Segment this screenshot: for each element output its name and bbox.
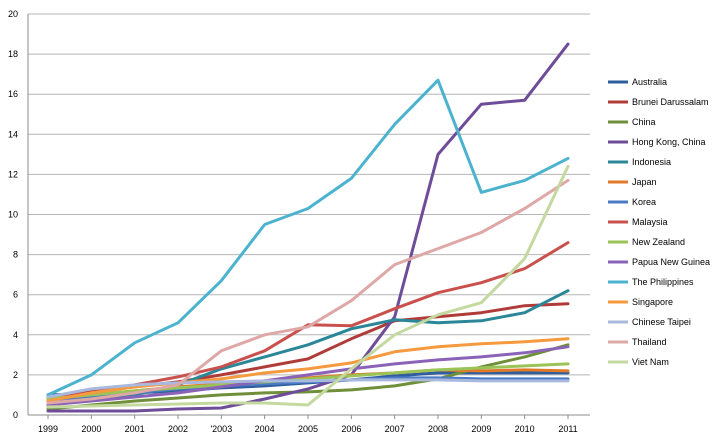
legend: Australia Brunei Darussalam China Hong Kong…	[608, 77, 710, 367]
y-tick-label: 2	[13, 370, 18, 380]
series-line-thailand	[46, 178, 570, 405]
series-line-hong-kong-china	[46, 42, 570, 413]
y-tick-label: 6	[13, 290, 18, 300]
series-line-singapore	[46, 337, 570, 403]
legend-label-thailand: Thailand	[632, 337, 667, 347]
y-tick-label: 14	[8, 129, 18, 139]
x-tick-label: 2008	[428, 424, 448, 434]
x-tick-label: 2009	[471, 424, 491, 434]
x-tick-label: 1999	[38, 424, 58, 434]
y-tick-label: 10	[8, 210, 18, 220]
legend-label-brunei-darussalam: Brunei Darussalam	[632, 97, 709, 107]
series-line-new-zealand	[46, 362, 570, 401]
series-line-viet-nam	[46, 164, 570, 409]
series-line-papua-new-guinea	[46, 345, 570, 407]
legend-label-papua-new-guinea: Papua New Guinea	[632, 257, 710, 267]
x-axis-ticks: 1999 2000 2001 2002 '2003 2004 2005 2006 2007 200…	[38, 415, 578, 434]
legend-label-australia: Australia	[632, 77, 667, 87]
x-tick-label: '2003	[210, 424, 232, 434]
x-tick-label: 2011	[558, 424, 577, 434]
y-tick-label: 0	[13, 410, 18, 420]
legend-label-indonesia: Indonesia	[632, 157, 671, 167]
y-tick-label: 4	[13, 330, 18, 340]
legend-label-hong-kong-china: Hong Kong, China	[632, 137, 706, 147]
series-line-chinese-taipei	[46, 378, 570, 399]
x-tick-label: 2001	[125, 424, 145, 434]
legend-label-korea: Korea	[632, 197, 656, 207]
y-axis-ticks: 0 2 4 6 8 10 12 14 16 18 20	[8, 9, 18, 420]
y-tick-label: 18	[8, 49, 18, 59]
x-tick-label: 2006	[341, 424, 361, 434]
x-tick-label: 2007	[385, 424, 405, 434]
y-tick-label: 20	[8, 9, 18, 19]
series-lines	[46, 42, 570, 413]
legend-label-malaysia: Malaysia	[632, 217, 668, 227]
y-tick-label: 8	[13, 250, 18, 260]
legend-label-new-zealand: New Zealand	[632, 237, 685, 247]
x-tick-label: 2005	[298, 424, 318, 434]
x-tick-label: 2004	[255, 424, 275, 434]
series-line-indonesia	[46, 289, 570, 407]
y-tick-label: 12	[8, 169, 18, 179]
gridlines	[27, 13, 590, 416]
legend-label-chinese-taipei: Chinese Taipei	[632, 317, 691, 327]
y-tick-label: 16	[8, 89, 18, 99]
legend-label-the-philippines: The Philippines	[632, 277, 694, 287]
series-line-the-philippines	[46, 78, 570, 397]
x-tick-label: 2000	[81, 424, 101, 434]
legend-label-singapore: Singapore	[632, 297, 673, 307]
legend-label-china: China	[632, 117, 656, 127]
legend-label-viet-nam: Viet Nam	[632, 357, 669, 367]
x-tick-label: 2010	[515, 424, 535, 434]
legend-label-japan: Japan	[632, 177, 657, 187]
x-tick-label: 2002	[168, 424, 188, 434]
